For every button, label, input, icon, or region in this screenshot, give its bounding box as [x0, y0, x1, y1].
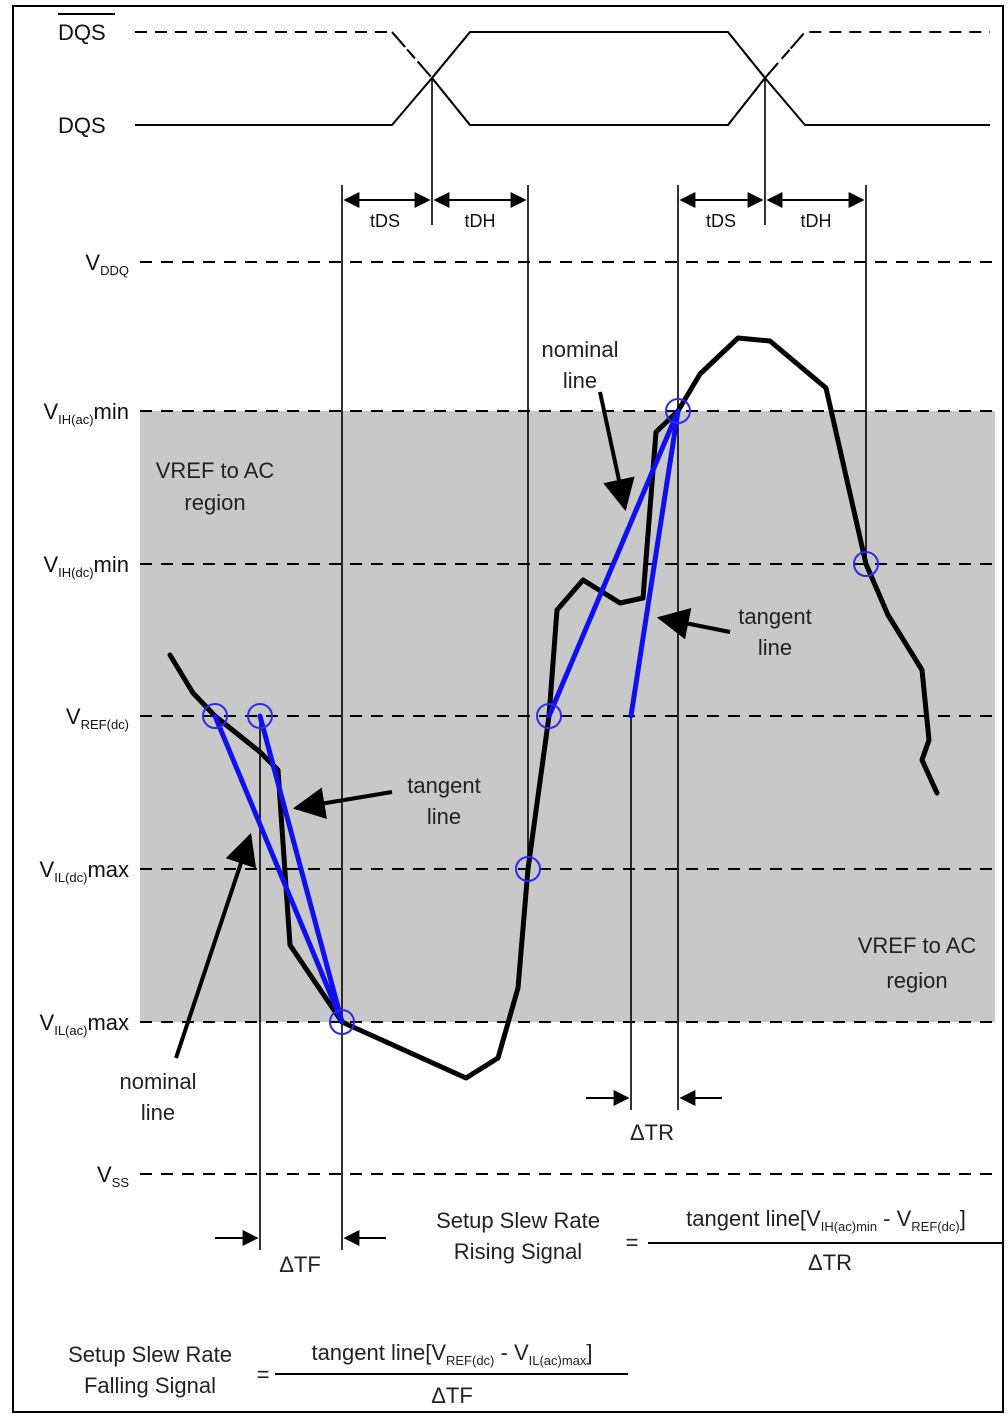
tdh-2-label: tDH	[801, 211, 832, 231]
nominal-bottom-pointer	[174, 832, 257, 1059]
nominal-top-pointer	[598, 391, 635, 512]
delta-arrows	[215, 1090, 722, 1246]
marker-vilac-falling	[329, 1009, 355, 1035]
vref-dc-label: VREF(dc)	[66, 704, 129, 732]
tds-2-label: tDS	[706, 211, 736, 231]
formula-falling-denominator: ΔTF	[431, 1383, 473, 1408]
dtf-label: ΔTF	[279, 1252, 321, 1277]
formula-rising-lhs-2: Rising Signal	[454, 1239, 582, 1264]
formula-rising-numerator: tangent line[VIH(ac)min - VREF(dc)]	[686, 1206, 966, 1234]
nominal-bottom-label-2: line	[141, 1100, 175, 1125]
tangent-right-pointer	[656, 607, 731, 640]
falling-tangent-line	[257, 713, 345, 1025]
crossing-markers	[202, 398, 879, 1035]
nominal-top-label-1: nominal	[541, 337, 618, 362]
annotation-arrows	[174, 391, 731, 1059]
marker-vihac-rising	[665, 398, 691, 424]
region-bottom-line2: region	[886, 968, 947, 993]
rising-tangent-line	[628, 408, 681, 719]
diagram-frame	[12, 5, 1004, 1413]
dqs-solid-trace	[135, 76, 990, 126]
formula-rising-equals: =	[626, 1230, 639, 1255]
tangent-left-label-1: tangent	[407, 773, 480, 798]
level-lines	[140, 261, 995, 1175]
tangent-right-label-1: tangent	[738, 604, 811, 629]
dqs-bar-label: DQS	[58, 20, 106, 45]
formula-falling-numerator: tangent line[VREF(dc) - VIL(ac)max]	[311, 1340, 592, 1368]
dqs-crossing-dashes	[391, 31, 806, 126]
tdh-1-label: tDH	[465, 211, 496, 231]
marker-vildc-rising	[515, 856, 541, 882]
slew-lines	[212, 408, 681, 1025]
vih-dc-label: VIH(dc)min	[43, 552, 129, 580]
tangent-right-label-2: line	[758, 635, 792, 660]
dtr-label: ΔTR	[630, 1120, 674, 1145]
tds-1-label: tDS	[370, 211, 400, 231]
dqs-label: DQS	[58, 113, 106, 138]
vddq-label: VDDQ	[85, 250, 129, 278]
falling-nominal-line	[212, 713, 345, 1025]
timing-verticals	[259, 78, 867, 1250]
nominal-bottom-label-1: nominal	[119, 1069, 196, 1094]
tangent-left-label-2: line	[427, 804, 461, 829]
vil-ac-label: VIL(ac)max	[40, 1010, 129, 1038]
formula-falling-equals: =	[257, 1362, 270, 1387]
marker-vref-falling-nominal	[202, 703, 228, 729]
vil-dc-label: VIL(dc)max	[40, 857, 129, 885]
rising-nominal-line	[546, 408, 681, 719]
nominal-top-label-2: line	[563, 368, 597, 393]
marker-vref-falling-tangent	[247, 703, 273, 729]
marker-vihdc-falling	[853, 551, 879, 577]
vss-label: VSS	[97, 1162, 129, 1190]
formula-rising-lhs-1: Setup Slew Rate	[436, 1208, 600, 1233]
dqs-waveforms	[135, 31, 990, 126]
formula-falling: Setup Slew Rate Falling Signal = tangent…	[68, 1340, 628, 1408]
formula-falling-lhs-1: Setup Slew Rate	[68, 1342, 232, 1367]
marker-vref-rising	[536, 703, 562, 729]
formula-rising: Setup Slew Rate Rising Signal = tangent …	[436, 1206, 1002, 1275]
tangent-left-pointer	[292, 787, 393, 820]
region-top-line1: VREF to AC	[156, 458, 275, 483]
dqs-bar-dashed-trace	[135, 31, 990, 80]
formula-rising-denominator: ΔTR	[808, 1250, 852, 1275]
vih-ac-label: VIH(ac)min	[43, 399, 129, 427]
dqs-bar-solid-trace	[431, 31, 766, 79]
formula-falling-lhs-2: Falling Signal	[84, 1373, 216, 1398]
region-top-line2: region	[184, 490, 245, 515]
region-bottom-line1: VREF to AC	[858, 933, 977, 958]
